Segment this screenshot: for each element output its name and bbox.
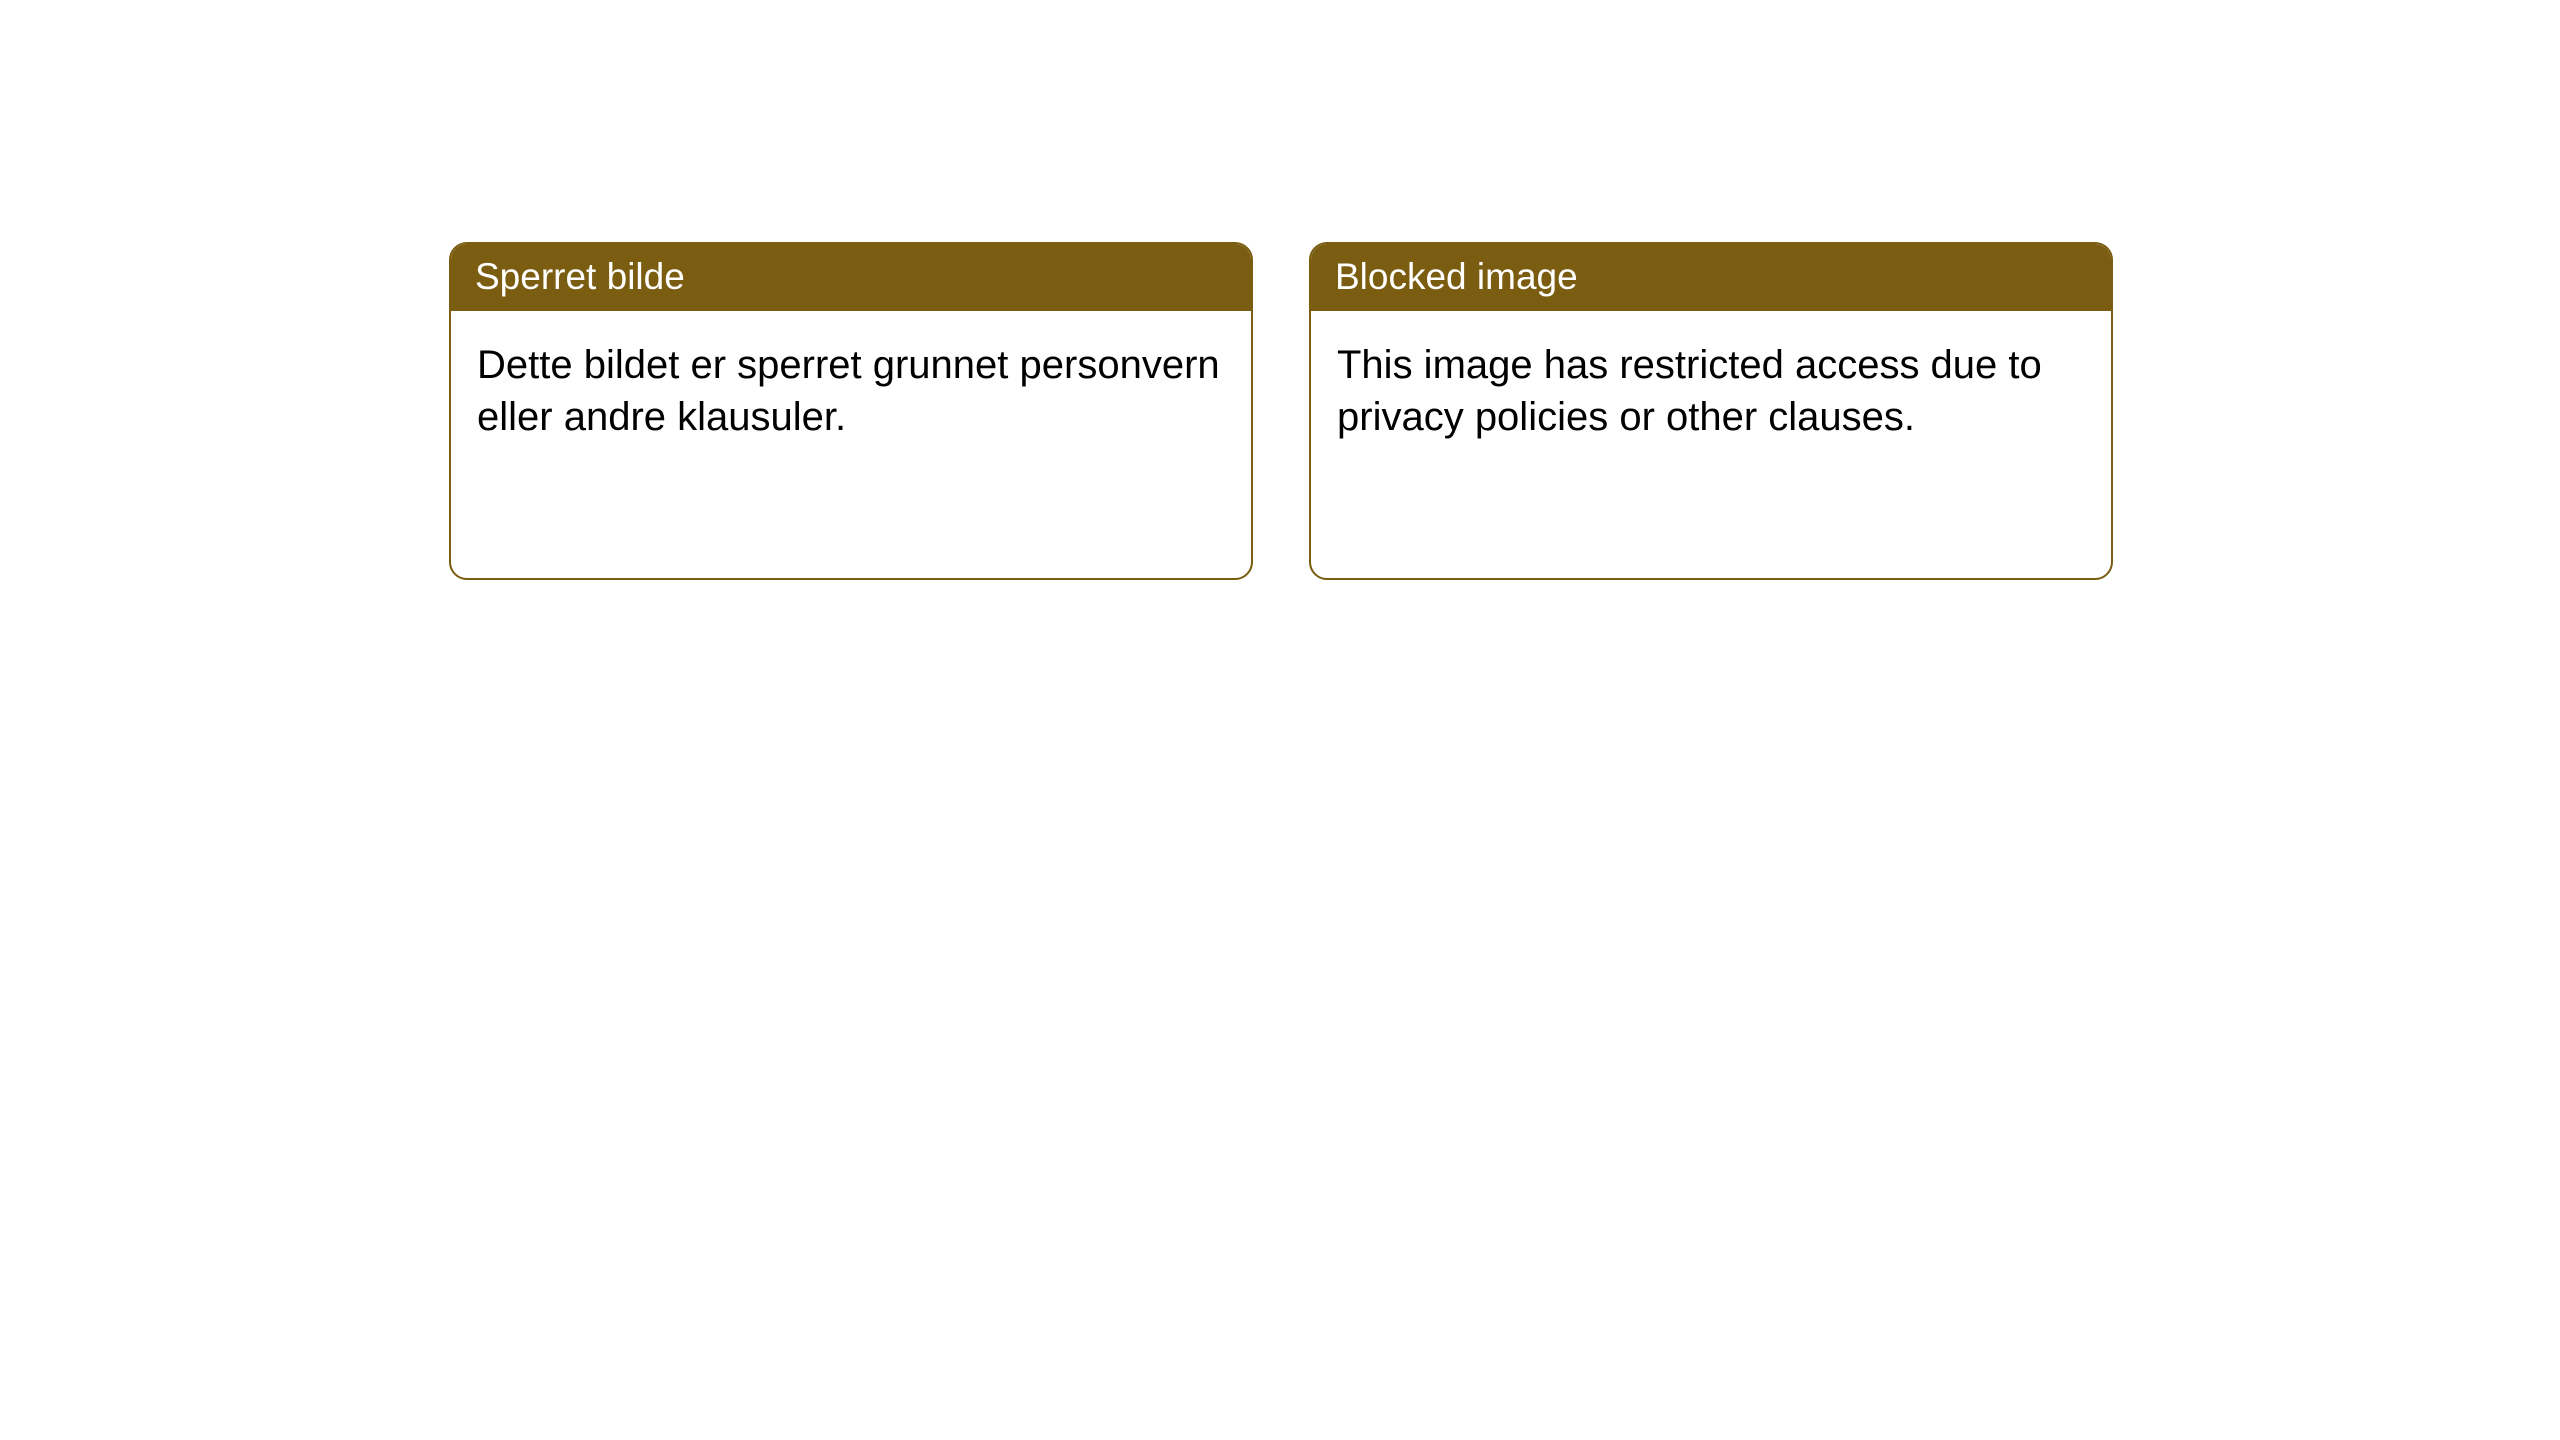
notice-body: Dette bildet er sperret grunnet personve… bbox=[451, 311, 1251, 471]
notice-title: Sperret bilde bbox=[451, 244, 1251, 311]
notice-title: Blocked image bbox=[1311, 244, 2111, 311]
notice-card-norwegian: Sperret bilde Dette bildet er sperret gr… bbox=[449, 242, 1253, 580]
notice-card-english: Blocked image This image has restricted … bbox=[1309, 242, 2113, 580]
notice-body: This image has restricted access due to … bbox=[1311, 311, 2111, 471]
notice-container: Sperret bilde Dette bildet er sperret gr… bbox=[0, 0, 2560, 580]
